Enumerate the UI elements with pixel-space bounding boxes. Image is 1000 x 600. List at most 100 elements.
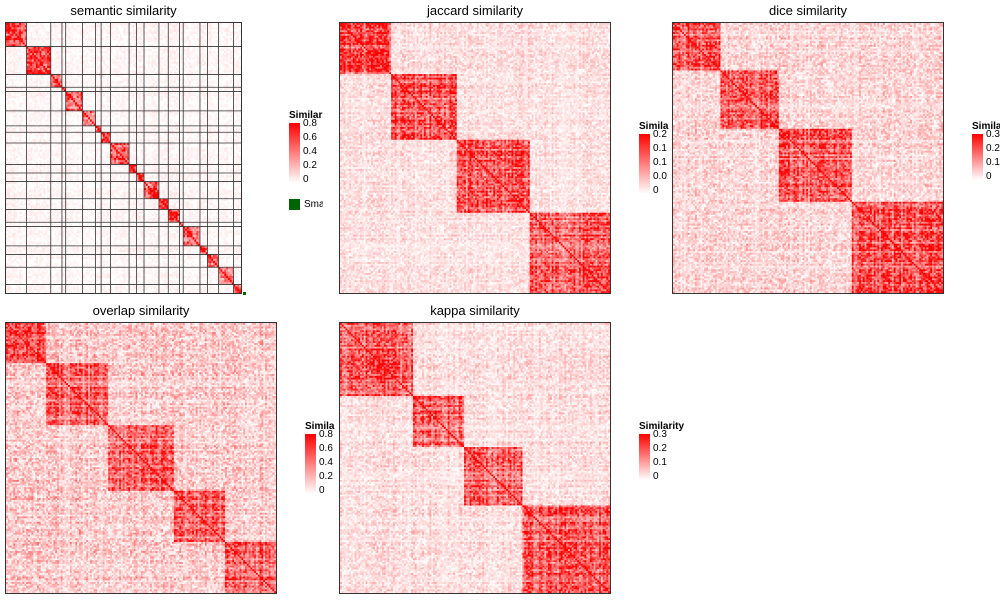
heatmap-cell [97,152,99,154]
heatmap-cell [235,25,237,27]
heatmap-cell [77,98,79,100]
heatmap-cell [40,70,42,72]
heatmap-cell [79,147,81,149]
heatmap-cell [118,145,120,147]
heatmap-cell [124,115,126,117]
heatmap-cell [114,59,116,61]
heatmap-cell [97,57,99,59]
heatmap-cell [148,77,150,79]
heatmap-cell [97,158,99,160]
heatmap-cell [36,29,38,31]
heatmap-cell [176,55,178,57]
heatmap-cell [211,42,213,44]
heatmap-cell [77,81,79,83]
heatmap-cell [71,145,73,147]
heatmap-cell [54,139,56,141]
heatmap-cell [116,68,118,70]
heatmap-cell [124,154,126,156]
heatmap-cell [116,145,118,147]
heatmap-cell [107,53,109,55]
heatmap-cell [32,81,34,83]
heatmap-cell [41,156,43,158]
heatmap-cell [237,59,239,61]
heatmap-cell [124,122,126,124]
heatmap-cell [133,134,135,136]
heatmap-cell [56,107,58,109]
heatmap-cell [71,64,73,66]
heatmap-cell [222,70,224,72]
heatmap-cell [116,102,118,104]
heatmap-cell [45,70,47,72]
heatmap-cell [28,68,30,70]
heatmap-cell [107,119,109,121]
heatmap-cell [185,64,187,66]
heatmap-cell [155,23,157,25]
heatmap-cell [124,102,126,104]
heatmap-cell [174,113,176,115]
heatmap-cell [56,62,58,64]
heatmap-cell [6,137,8,139]
heatmap-cell [6,139,8,141]
heatmap-cell [151,98,153,100]
heatmap-cell [10,29,12,31]
heatmap-cell [122,94,124,96]
heatmap-cell [77,68,79,70]
heatmap-cell [187,25,189,27]
heatmap-cell [125,134,127,136]
heatmap-cell [191,98,193,100]
heatmap-cell [191,66,193,68]
heatmap-cell [163,81,165,83]
heatmap-cell [13,122,15,124]
heatmap-cell [6,29,8,31]
heatmap-cell [118,32,120,34]
heatmap-cell [40,25,42,27]
heatmap-cell [88,117,90,119]
heatmap-cell [151,27,153,29]
heatmap-cell [103,139,105,141]
heatmap-cell [185,66,187,68]
heatmap-cell [153,62,155,64]
heatmap-cell [226,156,228,158]
heatmap-cell [97,64,99,66]
heatmap-cell [125,117,127,119]
heatmap-cell [170,119,172,121]
heatmap-cell [196,70,198,72]
heatmap-cell [69,98,71,100]
heatmap-cell [230,62,232,64]
heatmap-cell [28,81,30,83]
heatmap-cell [30,104,32,106]
heatmap-cell [19,139,21,141]
heatmap-cell [84,137,86,139]
heatmap-cell [153,139,155,141]
heatmap-cell [45,49,47,51]
heatmap-cell [105,40,107,42]
heatmap-cell [54,77,56,79]
heatmap-cell [138,32,140,34]
heatmap-cell [41,107,43,109]
heatmap-cell [23,42,25,44]
heatmap-cell [220,149,222,151]
heatmap-cell [230,152,232,154]
heatmap-cell [23,29,25,31]
heatmap-cell [73,107,75,109]
heatmap-cell [97,128,99,130]
heatmap-cell [222,57,224,59]
heatmap-cell [12,62,14,64]
heatmap-cell [10,25,12,27]
heatmap-cell [124,149,126,151]
heatmap-cell [41,98,43,100]
heatmap-cell [79,77,81,79]
heatmap-cell [124,145,126,147]
heatmap-cell [185,96,187,98]
heatmap-cell [107,128,109,130]
heatmap-cell [8,100,10,102]
heatmap-cell [185,100,187,102]
heatmap-cell [153,23,155,25]
heatmap-cell [71,104,73,106]
heatmap-cell [172,40,174,42]
heatmap-cell [235,158,237,160]
heatmap-cell [194,94,196,96]
heatmap-cell [133,29,135,31]
heatmap-cell [204,113,206,115]
heatmap-cell [146,102,148,104]
